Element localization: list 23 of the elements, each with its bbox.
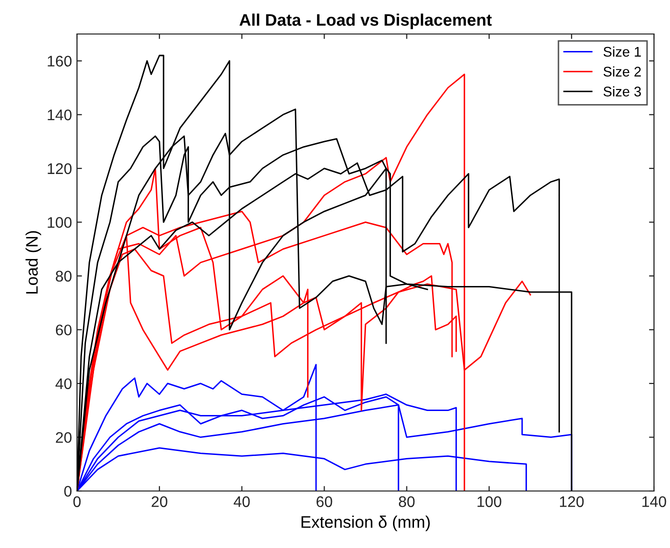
x-tick-label: 100 [478, 496, 502, 508]
y-axis-title: Load (N) [26, 231, 42, 294]
y-tick-label: 100 [48, 217, 72, 228]
y-tick-label: 0 [64, 486, 72, 497]
x-axis-title: Extension δ (mm) [302, 516, 430, 532]
x-tick-label: 40 [234, 496, 250, 508]
y-tick-label: 160 [48, 56, 72, 67]
x-tick-label: 80 [398, 496, 415, 508]
legend-label: Size 2 [604, 66, 641, 77]
y-tick-label: 80 [56, 270, 72, 282]
y-tick-label: 60 [56, 324, 72, 336]
y-tick-label: 120 [48, 163, 72, 174]
y-tick-label: 20 [56, 432, 72, 443]
x-tick-label: 120 [560, 496, 584, 508]
x-tick-label: 0 [73, 496, 81, 508]
y-tick-label: 40 [56, 378, 72, 390]
legend-label: Size 3 [604, 86, 641, 96]
chart-title: All Data - Load vs Displacement [240, 14, 492, 30]
legend-label: Size 1 [604, 46, 641, 57]
y-tick-label: 140 [48, 110, 72, 120]
x-tick-label: 60 [316, 496, 332, 508]
x-tick-label: 20 [152, 496, 168, 508]
x-tick-label: 140 [642, 496, 666, 508]
